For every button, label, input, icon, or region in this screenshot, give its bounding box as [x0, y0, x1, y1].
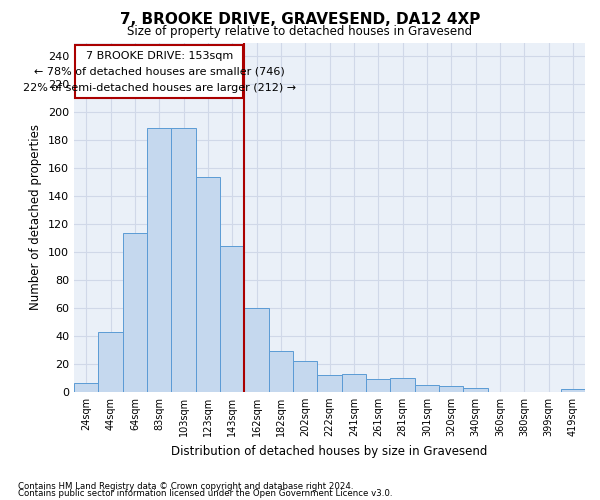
- Bar: [98, 332, 123, 392]
- FancyBboxPatch shape: [75, 46, 243, 98]
- Text: ← 78% of detached houses are smaller (746): ← 78% of detached houses are smaller (74…: [34, 67, 284, 77]
- Bar: [366, 379, 391, 392]
- Text: Contains HM Land Registry data © Crown copyright and database right 2024.: Contains HM Land Registry data © Crown c…: [18, 482, 353, 491]
- Text: 22% of semi-detached houses are larger (212) →: 22% of semi-detached houses are larger (…: [23, 83, 296, 93]
- Bar: [196, 176, 220, 392]
- Text: Contains public sector information licensed under the Open Government Licence v3: Contains public sector information licen…: [18, 490, 392, 498]
- Bar: [463, 388, 488, 392]
- Bar: [560, 389, 585, 392]
- Bar: [123, 232, 147, 392]
- Bar: [439, 386, 463, 392]
- Bar: [220, 246, 244, 392]
- Bar: [244, 308, 269, 392]
- X-axis label: Distribution of detached houses by size in Gravesend: Distribution of detached houses by size …: [172, 444, 488, 458]
- Bar: [147, 128, 172, 392]
- Bar: [317, 375, 341, 392]
- Bar: [341, 374, 366, 392]
- Text: 7, BROOKE DRIVE, GRAVESEND, DA12 4XP: 7, BROOKE DRIVE, GRAVESEND, DA12 4XP: [120, 12, 480, 28]
- Bar: [293, 361, 317, 392]
- Y-axis label: Number of detached properties: Number of detached properties: [29, 124, 43, 310]
- Bar: [269, 352, 293, 392]
- Text: 7 BROOKE DRIVE: 153sqm: 7 BROOKE DRIVE: 153sqm: [86, 51, 233, 61]
- Bar: [415, 385, 439, 392]
- Text: Size of property relative to detached houses in Gravesend: Size of property relative to detached ho…: [127, 25, 473, 38]
- Bar: [172, 128, 196, 392]
- Bar: [74, 384, 98, 392]
- Bar: [391, 378, 415, 392]
